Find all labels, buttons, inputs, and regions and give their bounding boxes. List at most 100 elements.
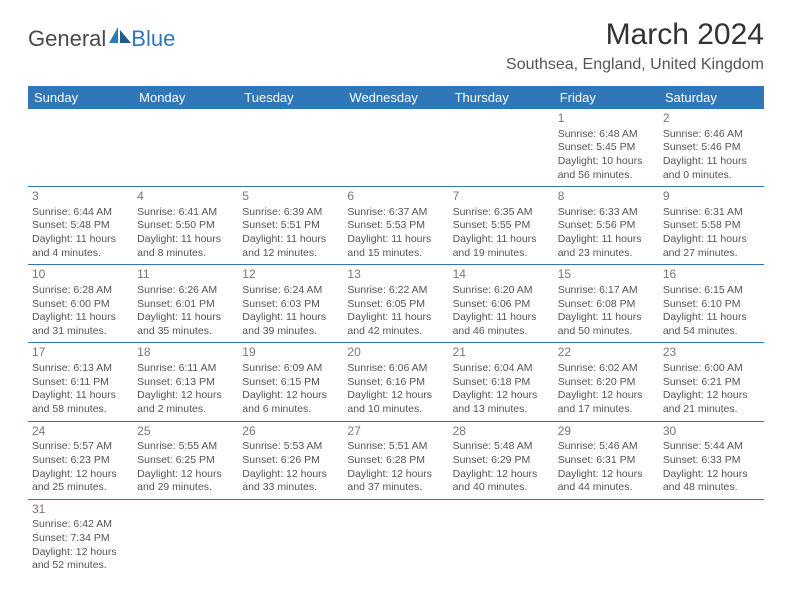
sunrise-text: Sunrise: 6:33 AM	[558, 206, 655, 220]
sunset-text: Sunset: 6:31 PM	[558, 454, 655, 468]
calendar-day-cell: 20Sunrise: 6:06 AMSunset: 6:16 PMDayligh…	[343, 343, 448, 421]
day-number: 5	[242, 189, 339, 205]
calendar-day-cell: 26Sunrise: 5:53 AMSunset: 6:26 PMDayligh…	[238, 421, 343, 499]
location: Southsea, England, United Kingdom	[506, 56, 764, 74]
day-number: 3	[32, 189, 129, 205]
calendar-day-cell: 7Sunrise: 6:35 AMSunset: 5:55 PMDaylight…	[449, 187, 554, 265]
calendar-day-cell: 8Sunrise: 6:33 AMSunset: 5:56 PMDaylight…	[554, 187, 659, 265]
day-number: 4	[137, 189, 234, 205]
day-number: 26	[242, 424, 339, 440]
calendar-day-cell: 4Sunrise: 6:41 AMSunset: 5:50 PMDaylight…	[133, 187, 238, 265]
day-number: 14	[453, 267, 550, 283]
weekday-header: Monday	[133, 86, 238, 109]
daylight-text: Daylight: 11 hours and 12 minutes.	[242, 233, 339, 260]
day-number: 6	[347, 189, 444, 205]
sunset-text: Sunset: 6:15 PM	[242, 376, 339, 390]
daylight-text: Daylight: 12 hours and 52 minutes.	[32, 546, 129, 573]
sunrise-text: Sunrise: 5:51 AM	[347, 440, 444, 454]
day-number: 7	[453, 189, 550, 205]
sunrise-text: Sunrise: 6:09 AM	[242, 362, 339, 376]
daylight-text: Daylight: 11 hours and 4 minutes.	[32, 233, 129, 260]
calendar-day-cell: 12Sunrise: 6:24 AMSunset: 6:03 PMDayligh…	[238, 265, 343, 343]
sunset-text: Sunset: 6:29 PM	[453, 454, 550, 468]
calendar-day-cell: 15Sunrise: 6:17 AMSunset: 6:08 PMDayligh…	[554, 265, 659, 343]
sunrise-text: Sunrise: 6:06 AM	[347, 362, 444, 376]
sunrise-text: Sunrise: 6:41 AM	[137, 206, 234, 220]
day-number: 19	[242, 345, 339, 361]
daylight-text: Daylight: 12 hours and 48 minutes.	[663, 468, 760, 495]
daylight-text: Daylight: 11 hours and 31 minutes.	[32, 311, 129, 338]
day-number: 15	[558, 267, 655, 283]
sunrise-text: Sunrise: 6:39 AM	[242, 206, 339, 220]
daylight-text: Daylight: 11 hours and 27 minutes.	[663, 233, 760, 260]
sunset-text: Sunset: 6:21 PM	[663, 376, 760, 390]
title-block: March 2024 Southsea, England, United Kin…	[506, 18, 764, 74]
daylight-text: Daylight: 11 hours and 46 minutes.	[453, 311, 550, 338]
calendar-week-row: 1Sunrise: 6:48 AMSunset: 5:45 PMDaylight…	[28, 109, 764, 187]
sunset-text: Sunset: 6:33 PM	[663, 454, 760, 468]
calendar-day-cell	[133, 109, 238, 187]
calendar-day-cell	[554, 499, 659, 577]
calendar-day-cell	[449, 499, 554, 577]
daylight-text: Daylight: 10 hours and 56 minutes.	[558, 155, 655, 182]
daylight-text: Daylight: 11 hours and 39 minutes.	[242, 311, 339, 338]
logo-text-blue: Blue	[131, 26, 175, 52]
calendar-day-cell: 18Sunrise: 6:11 AMSunset: 6:13 PMDayligh…	[133, 343, 238, 421]
calendar-day-cell: 16Sunrise: 6:15 AMSunset: 6:10 PMDayligh…	[659, 265, 764, 343]
logo-text-general: General	[28, 26, 106, 52]
sunset-text: Sunset: 6:06 PM	[453, 298, 550, 312]
calendar-day-cell: 27Sunrise: 5:51 AMSunset: 6:28 PMDayligh…	[343, 421, 448, 499]
daylight-text: Daylight: 11 hours and 8 minutes.	[137, 233, 234, 260]
calendar-day-cell	[659, 499, 764, 577]
calendar-day-cell: 19Sunrise: 6:09 AMSunset: 6:15 PMDayligh…	[238, 343, 343, 421]
sunrise-text: Sunrise: 5:46 AM	[558, 440, 655, 454]
daylight-text: Daylight: 11 hours and 23 minutes.	[558, 233, 655, 260]
calendar-day-cell	[343, 499, 448, 577]
day-number: 24	[32, 424, 129, 440]
calendar-week-row: 17Sunrise: 6:13 AMSunset: 6:11 PMDayligh…	[28, 343, 764, 421]
weekday-header: Tuesday	[238, 86, 343, 109]
daylight-text: Daylight: 11 hours and 58 minutes.	[32, 389, 129, 416]
day-number: 13	[347, 267, 444, 283]
calendar-day-cell: 11Sunrise: 6:26 AMSunset: 6:01 PMDayligh…	[133, 265, 238, 343]
day-number: 28	[453, 424, 550, 440]
sunset-text: Sunset: 6:11 PM	[32, 376, 129, 390]
logo: General Blue	[28, 26, 175, 52]
daylight-text: Daylight: 12 hours and 17 minutes.	[558, 389, 655, 416]
calendar-day-cell	[133, 499, 238, 577]
sunset-text: Sunset: 6:00 PM	[32, 298, 129, 312]
daylight-text: Daylight: 11 hours and 19 minutes.	[453, 233, 550, 260]
calendar-day-cell	[28, 109, 133, 187]
daylight-text: Daylight: 11 hours and 0 minutes.	[663, 155, 760, 182]
daylight-text: Daylight: 11 hours and 54 minutes.	[663, 311, 760, 338]
sunset-text: Sunset: 5:58 PM	[663, 219, 760, 233]
calendar-day-cell: 28Sunrise: 5:48 AMSunset: 6:29 PMDayligh…	[449, 421, 554, 499]
calendar-day-cell: 29Sunrise: 5:46 AMSunset: 6:31 PMDayligh…	[554, 421, 659, 499]
sunrise-text: Sunrise: 5:55 AM	[137, 440, 234, 454]
daylight-text: Daylight: 12 hours and 33 minutes.	[242, 468, 339, 495]
sunrise-text: Sunrise: 6:20 AM	[453, 284, 550, 298]
calendar-day-cell: 14Sunrise: 6:20 AMSunset: 6:06 PMDayligh…	[449, 265, 554, 343]
day-number: 22	[558, 345, 655, 361]
day-number: 29	[558, 424, 655, 440]
daylight-text: Daylight: 12 hours and 25 minutes.	[32, 468, 129, 495]
sunset-text: Sunset: 5:46 PM	[663, 141, 760, 155]
sunset-text: Sunset: 5:53 PM	[347, 219, 444, 233]
day-number: 1	[558, 111, 655, 127]
sunrise-text: Sunrise: 6:02 AM	[558, 362, 655, 376]
sunrise-text: Sunrise: 6:28 AM	[32, 284, 129, 298]
sunset-text: Sunset: 7:34 PM	[32, 532, 129, 546]
sunrise-text: Sunrise: 6:42 AM	[32, 518, 129, 532]
calendar-day-cell: 23Sunrise: 6:00 AMSunset: 6:21 PMDayligh…	[659, 343, 764, 421]
calendar-day-cell: 31Sunrise: 6:42 AMSunset: 7:34 PMDayligh…	[28, 499, 133, 577]
day-number: 12	[242, 267, 339, 283]
sunrise-text: Sunrise: 5:57 AM	[32, 440, 129, 454]
page-title: March 2024	[506, 18, 764, 52]
day-number: 18	[137, 345, 234, 361]
daylight-text: Daylight: 12 hours and 13 minutes.	[453, 389, 550, 416]
calendar-day-cell: 17Sunrise: 6:13 AMSunset: 6:11 PMDayligh…	[28, 343, 133, 421]
calendar-day-cell: 13Sunrise: 6:22 AMSunset: 6:05 PMDayligh…	[343, 265, 448, 343]
sunset-text: Sunset: 5:45 PM	[558, 141, 655, 155]
sunset-text: Sunset: 5:48 PM	[32, 219, 129, 233]
sunset-text: Sunset: 6:26 PM	[242, 454, 339, 468]
